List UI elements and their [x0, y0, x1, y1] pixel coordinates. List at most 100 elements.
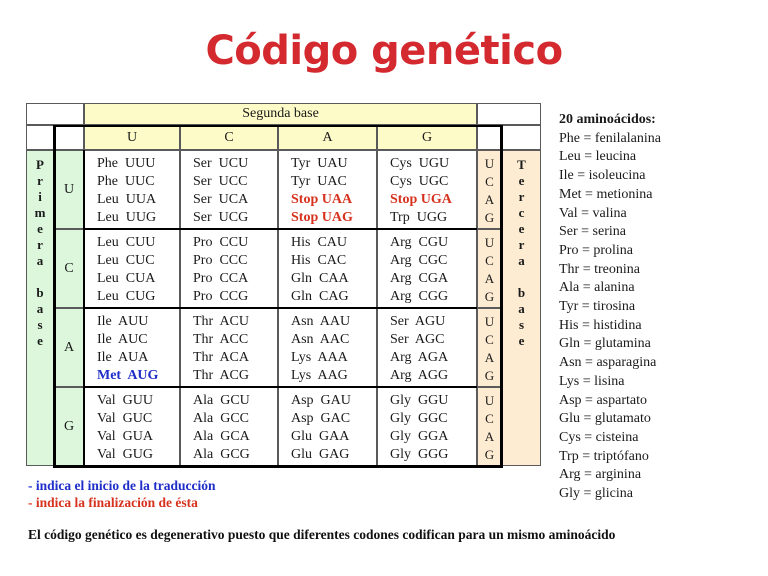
table-frame-border [53, 125, 56, 468]
second-base-col-A: A [278, 125, 377, 150]
first-base-label-char: i [38, 189, 42, 204]
first-base-C: C [54, 229, 84, 308]
third-base-letter: G [484, 447, 495, 462]
second-base-header: Segunda base [84, 103, 477, 125]
table-frame-border [84, 307, 477, 309]
legend-item: Ala = alanina [559, 280, 635, 296]
first-base-label-char: a [36, 253, 44, 268]
third-base-letter: A [484, 192, 495, 207]
legend-item: Gly = glicina [559, 486, 633, 502]
codon: His CAC [291, 253, 347, 268]
third-base-letter: C [485, 174, 494, 189]
legend-heading: 20 aminoácidos: [559, 112, 656, 127]
header-blank [502, 125, 541, 150]
codon: Lys AAG [291, 368, 348, 383]
codon: Gln CAA [291, 271, 349, 286]
first-base-label-char: r [37, 173, 43, 188]
codon: Asn AAU [291, 314, 351, 329]
table-frame-border [500, 125, 503, 468]
codon: Val GUC [97, 411, 153, 426]
third-base-letter: A [484, 271, 495, 286]
codon: Thr ACU [193, 314, 249, 329]
second-base-col-G: G [377, 125, 477, 150]
first-base-label-char: a [36, 301, 44, 316]
codon: Arg CGA [390, 271, 449, 286]
codon-cell: Leu CUU Leu CUC Leu CUA Leu CUG [84, 229, 180, 308]
legend-item: Ser = serina [559, 224, 626, 240]
third-base-letter: C [485, 332, 494, 347]
third-base-letter: G [484, 368, 495, 383]
codon: Gly GGG [390, 447, 449, 462]
third-base-label-char: e [518, 221, 525, 236]
third-base-label-char: a [518, 253, 525, 268]
third-base-letter: A [484, 429, 495, 444]
table-frame-border [53, 125, 502, 127]
codon: Ile AUU [97, 314, 149, 329]
codon: Cys UGC [390, 174, 449, 189]
codon: Pro CCA [193, 271, 249, 286]
page-title: Código genético [205, 28, 563, 74]
codon-cell: Val GUU Val GUC Val GUA Val GUG [84, 387, 180, 466]
codon: Arg CGG [390, 289, 449, 304]
legend-item: Arg = arginina [559, 467, 642, 483]
codon: Ser UCC [193, 174, 248, 189]
codon: Glu GAG [291, 447, 350, 462]
codon: Ala GCU [193, 393, 250, 408]
codon: Ile AUC [97, 332, 148, 347]
third-base-label-char: e [518, 173, 525, 188]
stop-codon: Stop UAA [291, 192, 353, 207]
codon-cell: His CAU His CAC Gln CAA Gln CAG [278, 229, 377, 308]
codon: Leu CUA [97, 271, 156, 286]
codon: Leu CUU [97, 235, 156, 250]
header-blank-right [477, 103, 541, 125]
codon: Ser UCG [193, 210, 249, 225]
legend-item: Gln = glutamina [559, 336, 651, 352]
legend-item: Lys = lisina [559, 373, 625, 389]
codon: Pro CCC [193, 253, 248, 268]
codon-cell: Ser UCU Ser UCC Ser UCA Ser UCG [180, 150, 278, 229]
codon: Tyr UAC [291, 174, 347, 189]
codon: Ala GCA [193, 429, 250, 444]
codon-cell: Pro CCU Pro CCC Pro CCA Pro CCG [180, 229, 278, 308]
third-base-letter: U [484, 393, 495, 408]
codon-cell: Tyr UAU Tyr UAC Stop UAA Stop UAG [278, 150, 377, 229]
legend-item: Val = valina [559, 205, 627, 221]
codon: Val GUA [97, 429, 153, 444]
codon: His CAU [291, 235, 348, 250]
codon-cell: Phe UUU Phe UUC Leu UUA Leu UUG [84, 150, 180, 229]
codon-cell: Asp GAU Asp GAC Glu GAA Glu GAG [278, 387, 377, 466]
codon: Thr ACC [193, 332, 249, 347]
codon: Tyr UAU [291, 156, 348, 171]
second-base-col-U: U [84, 125, 180, 150]
codon: Val GUU [97, 393, 153, 408]
stop-codon: Stop UAG [291, 210, 353, 225]
legend-item: Trp = triptófano [559, 448, 649, 464]
codon: Leu CUG [97, 289, 156, 304]
stop-codon-note: - indica la finalización de ésta [28, 495, 198, 510]
codon: Arg AGA [390, 350, 449, 365]
codon-cell: Ser AGU Ser AGC Arg AGA Arg AGG [377, 308, 477, 387]
legend-item: Cys = cisteina [559, 429, 639, 445]
codon: Arg CGC [390, 253, 448, 268]
third-base-label-char: e [518, 333, 525, 348]
stop-codon: Stop UGA [390, 192, 452, 207]
codon: Ile AUA [97, 350, 149, 365]
header-blank [26, 125, 54, 150]
codon: Asp GAC [291, 411, 351, 426]
third-base-label-char: a [518, 301, 525, 316]
codon: Pro CCG [193, 289, 249, 304]
legend-item: Asn = asparagina [559, 355, 657, 371]
codon: Ser UCA [193, 192, 249, 207]
legend-item: Leu = leucina [559, 149, 637, 165]
third-base-letter: C [485, 253, 494, 268]
header-blank-corner [26, 103, 84, 125]
first-base-label-char: r [37, 237, 43, 252]
codon: Arg CGU [390, 235, 449, 250]
first-base-A: A [54, 308, 84, 387]
table-frame-border [84, 228, 477, 230]
